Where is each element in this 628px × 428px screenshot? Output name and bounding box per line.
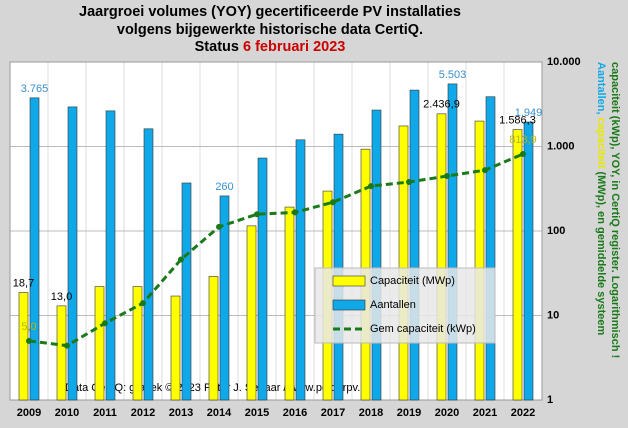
chart-title: volgens bijgewerkte historische data Cer… [117, 22, 423, 38]
y-tick-label: 1.000 [547, 140, 575, 152]
line-point [216, 223, 222, 230]
line-point [520, 151, 526, 158]
legend-swatch [332, 299, 366, 311]
value-label: 3.765 [21, 83, 49, 95]
bar [56, 305, 67, 401]
x-tick-label: 2009 [17, 407, 41, 419]
line-point [368, 183, 374, 190]
x-tick-label: 2012 [131, 407, 155, 419]
legend-label: Aantallen [370, 299, 416, 311]
axis-label-part: (MWp), en gemiddelde systeem [595, 171, 607, 335]
value-label: 2.436,9 [423, 99, 460, 111]
bar [333, 133, 344, 401]
chart-title: Jaargroei volumes (YOY) gecertificeerde … [79, 4, 461, 20]
bar [474, 120, 485, 401]
line-point [406, 179, 412, 186]
x-tick-label: 2022 [511, 407, 535, 419]
bar [94, 286, 105, 401]
value-label: 813,9 [509, 134, 537, 146]
line-point [26, 337, 32, 344]
value-label: 1.586,3 [499, 114, 536, 126]
x-tick-label: 2020 [435, 407, 459, 419]
x-tick-label: 2019 [397, 407, 421, 419]
value-label: 5.503 [439, 69, 467, 81]
bar [398, 125, 409, 401]
bar [29, 97, 40, 401]
line-point [64, 342, 70, 349]
bar [208, 276, 219, 401]
bar [523, 121, 534, 401]
bar [246, 225, 257, 401]
line-point [330, 199, 336, 206]
bar [18, 292, 29, 401]
line [28, 152, 524, 348]
y-tick-label: 1 [547, 394, 553, 406]
line-point [178, 256, 184, 263]
line-point [444, 173, 450, 180]
value-label: 18,7 [13, 277, 34, 289]
x-tick-label: 2021 [473, 407, 497, 419]
legend-swatch [332, 275, 366, 287]
bar [132, 286, 143, 401]
chart-title: Status 6 februari 2023 [195, 39, 346, 55]
bar [436, 113, 447, 401]
x-tick-label: 2016 [283, 407, 307, 419]
bar [371, 109, 382, 401]
bar [295, 139, 306, 401]
value-label: 260 [215, 181, 233, 193]
legend-label: Gem capaciteit (kWp) [370, 323, 476, 335]
bar [67, 106, 78, 401]
bar [485, 96, 496, 401]
line-point [102, 320, 108, 327]
x-tick-label: 2018 [359, 407, 383, 419]
x-tick-label: 2014 [207, 407, 232, 419]
axis-label: Aantallen, capaciteit (MWp), en gemiddel… [595, 62, 607, 335]
x-tick-label: 2010 [55, 407, 79, 419]
chart-title: Status [195, 39, 239, 55]
y-tick-label: 10.000 [547, 56, 581, 68]
axis-label: capaciteit (kWp), YOY, in CertiQ registe… [609, 62, 621, 358]
bar [219, 195, 230, 401]
bar [143, 128, 154, 401]
x-tick-label: 2015 [245, 407, 269, 419]
bar [105, 110, 116, 401]
bar [512, 129, 523, 401]
x-tick-label: 2011 [93, 407, 117, 419]
bar [257, 157, 268, 401]
bar [409, 89, 420, 401]
line-point [482, 167, 488, 174]
line-point [254, 211, 260, 218]
bar [447, 83, 458, 401]
x-tick-label: 2013 [169, 407, 193, 419]
line-point [292, 209, 298, 216]
value-label: 1.949 [515, 107, 543, 119]
y-tick-label: 10 [547, 309, 559, 321]
bar [284, 206, 295, 401]
value-label: 5,0 [21, 321, 36, 333]
plot-border [9, 61, 543, 401]
value-label: 13,0 [51, 291, 72, 303]
bar [170, 295, 181, 401]
axis-label-part: capaciteit [595, 118, 607, 169]
legend-label: Capaciteit (MWp) [370, 275, 455, 287]
bar [181, 182, 192, 401]
line-point [140, 300, 146, 307]
axis-label-part: Aantallen, [595, 62, 607, 115]
x-tick-label: 2017 [321, 407, 345, 419]
y-tick-label: 100 [547, 225, 565, 237]
chart-date: 6 februari 2023 [243, 39, 345, 55]
